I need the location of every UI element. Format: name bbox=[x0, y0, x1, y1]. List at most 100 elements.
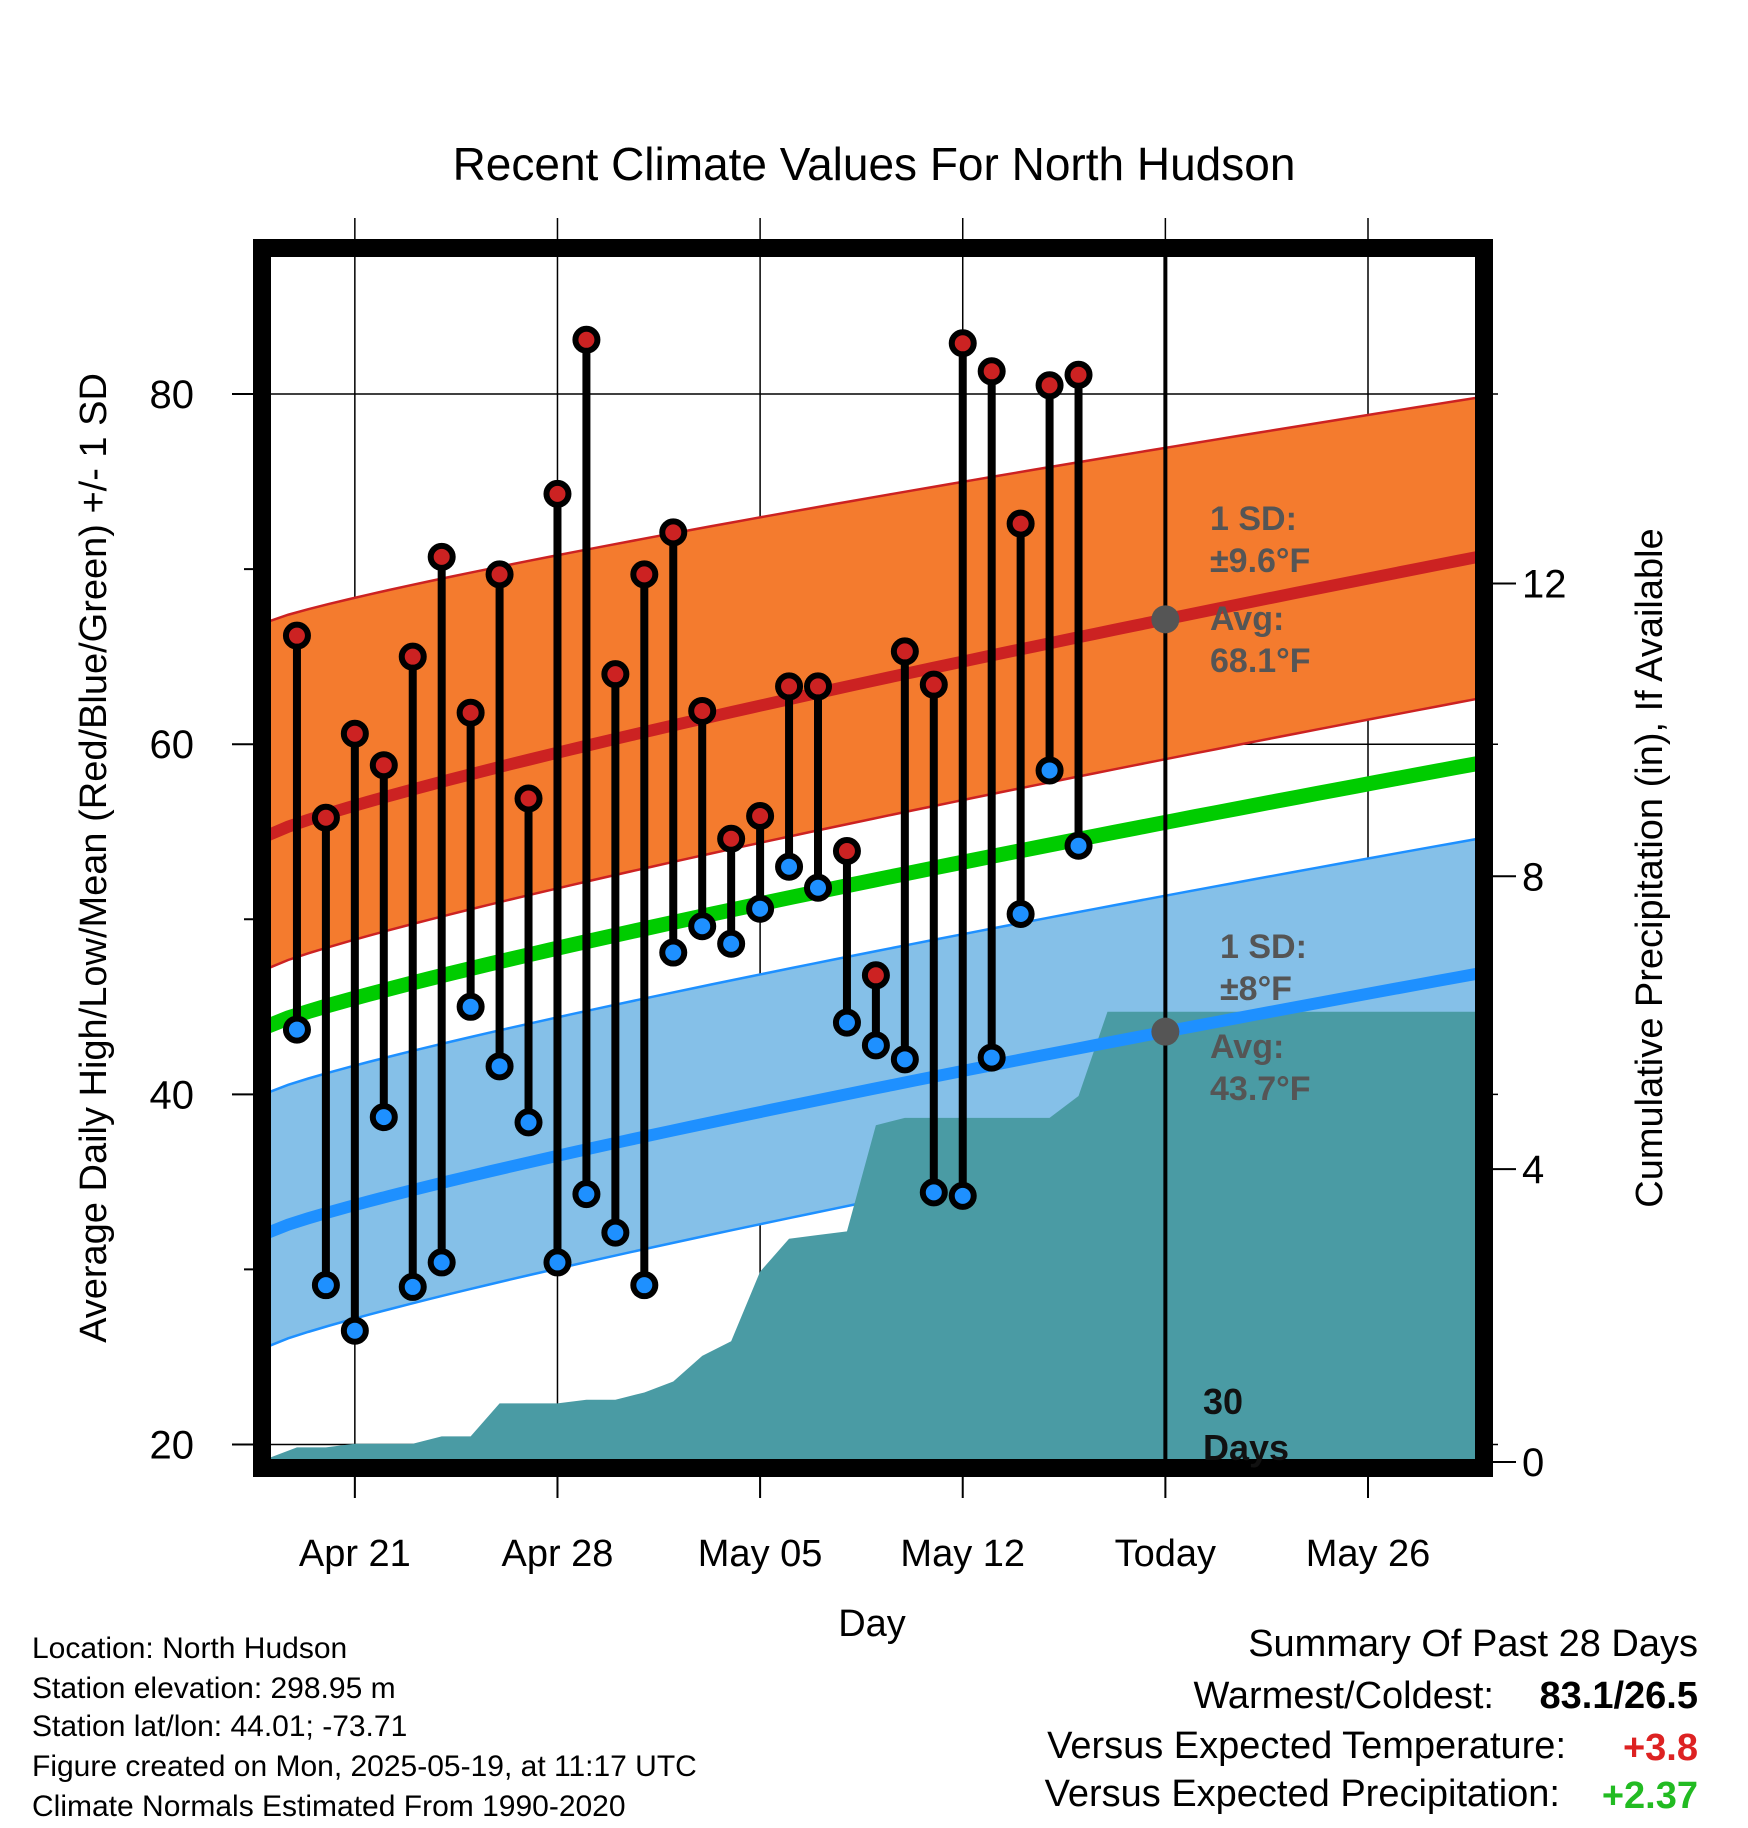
x-axis-label: Day bbox=[838, 1603, 906, 1645]
daily-low-point bbox=[775, 852, 804, 881]
high-sd-value: ±9.6°F bbox=[1210, 542, 1310, 580]
daily-low-point bbox=[919, 1178, 948, 1207]
high-sd-band-upper-edge bbox=[267, 396, 1479, 623]
daily-low-point bbox=[398, 1272, 427, 1301]
period-label-number: 30 bbox=[1203, 1381, 1243, 1422]
daily-high-point bbox=[804, 672, 832, 701]
daily-low-point bbox=[485, 1052, 514, 1081]
x-tick-label: Apr 21 bbox=[299, 1533, 411, 1575]
chart-title: Recent Climate Values For North Hudson bbox=[453, 138, 1296, 190]
daily-high-point bbox=[861, 961, 890, 990]
daily-low-point bbox=[861, 1031, 890, 1060]
y-left-tick-label: 60 bbox=[150, 723, 195, 767]
figure-created: Figure created on Mon, 2025-05-19, at 11… bbox=[32, 1750, 697, 1783]
daily-high-point bbox=[398, 642, 427, 671]
daily-high-point bbox=[775, 672, 804, 701]
daily-high-point bbox=[717, 824, 746, 853]
daily-high-point bbox=[948, 329, 977, 358]
today-avg-low-dot bbox=[1151, 1017, 1180, 1046]
y-axis-right-label: Cumulative Precipitation (in), If Availa… bbox=[1629, 528, 1671, 1207]
daily-high-point bbox=[688, 696, 717, 725]
daily-low-point bbox=[659, 938, 688, 967]
daily-high-point bbox=[311, 803, 340, 832]
daily-high-point bbox=[543, 479, 572, 508]
period-label-unit: Days bbox=[1203, 1427, 1289, 1468]
daily-low-point bbox=[282, 1015, 311, 1044]
station-latlon: Station lat/lon: 44.01; -73.71 bbox=[32, 1710, 407, 1743]
daily-high-point bbox=[456, 698, 485, 727]
daily-low-point bbox=[1035, 756, 1064, 785]
low-sd-value: ±8°F bbox=[1220, 970, 1292, 1008]
daily-low-point bbox=[1006, 900, 1035, 929]
x-tick-label: Apr 28 bbox=[501, 1533, 613, 1575]
daily-low-point bbox=[601, 1218, 630, 1247]
daily-high-point bbox=[282, 621, 311, 650]
daily-high-point bbox=[485, 560, 514, 589]
daily-low-point bbox=[688, 912, 717, 941]
x-tick-label: May 26 bbox=[1306, 1533, 1431, 1575]
daily-high-point bbox=[630, 560, 659, 589]
x-tick-label: May 12 bbox=[900, 1533, 1025, 1575]
daily-low-point bbox=[456, 992, 485, 1021]
station-info: Location: North Hudson Station elevation… bbox=[32, 1632, 697, 1823]
daily-high-point bbox=[1006, 509, 1035, 538]
station-location: Location: North Hudson bbox=[32, 1632, 347, 1665]
daily-high-point bbox=[572, 325, 601, 354]
daily-low-point bbox=[832, 1008, 861, 1037]
daily-low-point bbox=[1064, 831, 1093, 860]
daily-high-point bbox=[659, 518, 688, 547]
daily-low-point bbox=[340, 1316, 369, 1345]
precipitation-anomaly-label: Versus Expected Precipitation: bbox=[1045, 1773, 1560, 1815]
summary-title: Summary Of Past 28 Days bbox=[1248, 1623, 1698, 1665]
daily-high-point bbox=[514, 784, 543, 813]
today-line-group bbox=[1151, 254, 1180, 1462]
daily-high-point bbox=[601, 660, 630, 689]
precipitation-area bbox=[268, 1011, 1478, 1462]
y-right-tick-label: 12 bbox=[1522, 562, 1567, 606]
y-right-tick-label: 4 bbox=[1522, 1148, 1544, 1192]
daily-high-point bbox=[1035, 371, 1064, 400]
today-avg-high-dot bbox=[1151, 605, 1180, 634]
precipitation-anomaly-value: +2.37 bbox=[1602, 1775, 1698, 1817]
daily-low-point bbox=[717, 929, 746, 958]
low-avg-label: Avg: bbox=[1210, 1028, 1284, 1066]
daily-high-point bbox=[369, 751, 398, 780]
precipitation-area-group bbox=[268, 1011, 1478, 1462]
daily-high-point bbox=[340, 719, 369, 748]
low-avg-value: 43.7°F bbox=[1210, 1070, 1311, 1108]
plot-frame bbox=[253, 239, 1493, 1477]
daily-low-point bbox=[427, 1248, 456, 1277]
daily-low-point bbox=[514, 1108, 543, 1137]
temperature-anomaly-value: +3.8 bbox=[1623, 1727, 1698, 1769]
temperature-anomaly-label: Versus Expected Temperature: bbox=[1047, 1725, 1566, 1767]
daily-high-point bbox=[746, 801, 775, 830]
daily-high-point bbox=[890, 637, 919, 666]
station-elevation: Station elevation: 298.95 m bbox=[32, 1672, 396, 1705]
daily-low-point bbox=[977, 1043, 1006, 1072]
y-right-tick-label: 0 bbox=[1522, 1441, 1544, 1485]
warmest-coldest-label: Warmest/Coldest: bbox=[1193, 1675, 1494, 1717]
daily-low-point bbox=[948, 1181, 977, 1210]
y-right-tick-label: 8 bbox=[1522, 855, 1544, 899]
y-left-tick-label: 20 bbox=[150, 1423, 195, 1467]
daily-temperature-marks bbox=[282, 325, 1093, 1345]
high-sd-label: 1 SD: bbox=[1210, 500, 1297, 538]
y-left-tick-label: 40 bbox=[150, 1073, 195, 1117]
avg-low-line bbox=[265, 967, 1480, 1239]
x-tick-label: May 05 bbox=[698, 1533, 823, 1575]
warmest-coldest-value: 83.1/26.5 bbox=[1540, 1675, 1698, 1717]
climate-normals-period: Climate Normals Estimated From 1990-2020 bbox=[32, 1790, 626, 1823]
daily-high-point bbox=[919, 670, 948, 699]
daily-low-point bbox=[804, 873, 832, 902]
daily-low-point bbox=[890, 1045, 919, 1074]
daily-high-point bbox=[1064, 360, 1093, 389]
high-avg-label: Avg: bbox=[1210, 600, 1284, 638]
y-left-tick-label: 80 bbox=[150, 373, 195, 417]
daily-high-point bbox=[977, 357, 1006, 386]
daily-low-point bbox=[369, 1103, 398, 1132]
annotations: 1 SD: ±9.6°F Avg: 68.1°F 1 SD: ±8°F Avg:… bbox=[1203, 500, 1311, 1468]
daily-high-point bbox=[832, 836, 861, 865]
summary-panel: Summary Of Past 28 Days Warmest/Coldest:… bbox=[1045, 1623, 1698, 1817]
daily-high-point bbox=[427, 542, 456, 571]
